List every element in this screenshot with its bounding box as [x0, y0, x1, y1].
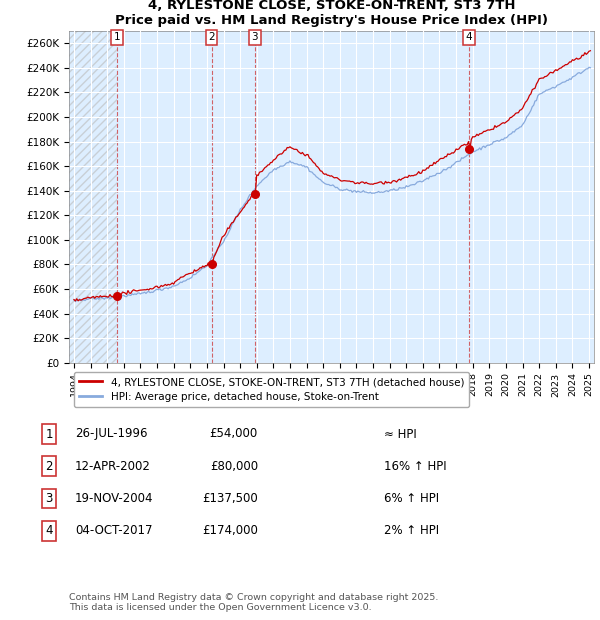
Title: 4, RYLESTONE CLOSE, STOKE-ON-TRENT, ST3 7TH
Price paid vs. HM Land Registry's Ho: 4, RYLESTONE CLOSE, STOKE-ON-TRENT, ST3 …	[115, 0, 548, 27]
Text: 2% ↑ HPI: 2% ↑ HPI	[384, 525, 439, 537]
Text: 3: 3	[46, 492, 53, 505]
Text: Contains HM Land Registry data © Crown copyright and database right 2025.
This d: Contains HM Land Registry data © Crown c…	[69, 593, 439, 612]
Text: 4: 4	[466, 32, 472, 42]
Text: 3: 3	[251, 32, 258, 42]
Text: 04-OCT-2017: 04-OCT-2017	[75, 525, 152, 537]
Text: 12-APR-2002: 12-APR-2002	[75, 460, 151, 472]
Text: 4: 4	[46, 525, 53, 537]
Text: 16% ↑ HPI: 16% ↑ HPI	[384, 460, 446, 472]
Text: £54,000: £54,000	[210, 428, 258, 440]
Legend: 4, RYLESTONE CLOSE, STOKE-ON-TRENT, ST3 7TH (detached house), HPI: Average price: 4, RYLESTONE CLOSE, STOKE-ON-TRENT, ST3 …	[74, 372, 469, 407]
Text: 1: 1	[113, 32, 120, 42]
Text: 1: 1	[46, 428, 53, 440]
Text: £137,500: £137,500	[202, 492, 258, 505]
Text: 6% ↑ HPI: 6% ↑ HPI	[384, 492, 439, 505]
Text: 2: 2	[208, 32, 215, 42]
Text: £80,000: £80,000	[210, 460, 258, 472]
Text: 19-NOV-2004: 19-NOV-2004	[75, 492, 154, 505]
Text: 2: 2	[46, 460, 53, 472]
Text: £174,000: £174,000	[202, 525, 258, 537]
Text: 26-JUL-1996: 26-JUL-1996	[75, 428, 148, 440]
Text: ≈ HPI: ≈ HPI	[384, 428, 417, 440]
